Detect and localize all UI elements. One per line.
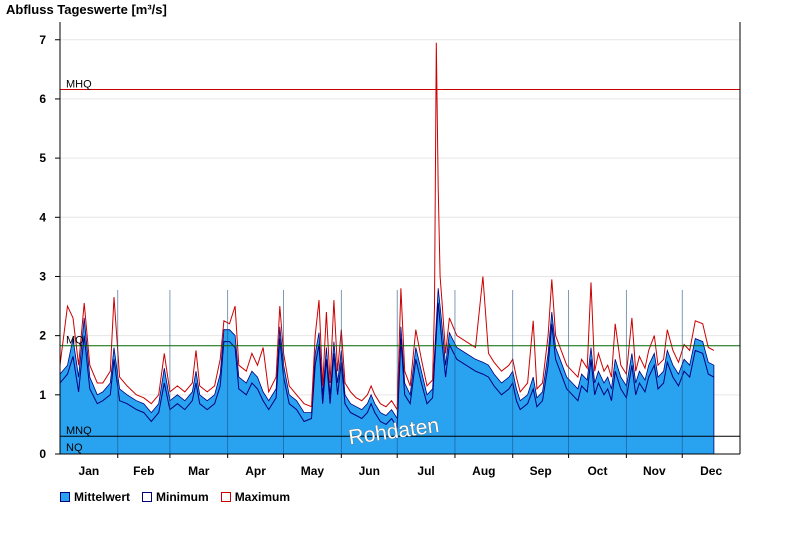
x-tick-label-jun: Jun xyxy=(359,464,380,478)
legend-item-minimum: Minimum xyxy=(142,490,209,504)
series-mittelwert-area xyxy=(59,288,715,455)
x-tick-label-nov: Nov xyxy=(643,464,666,478)
grid-lines xyxy=(60,39,740,455)
x-tick-label-dec: Dec xyxy=(700,464,722,478)
x-axis-ticks: Jan Feb Mar Apr May Jun Jul Aug Sep Oct Nov Dec xyxy=(79,454,722,478)
x-tick-label-sep: Sep xyxy=(530,464,552,478)
legend-swatch-mittelwert xyxy=(60,492,70,502)
x-tick-label-may: May xyxy=(301,464,325,478)
ref-label-mnq: MNQ xyxy=(66,425,92,437)
series-layer xyxy=(59,42,715,455)
x-tick-label-jan: Jan xyxy=(79,464,100,478)
legend-label-mittelwert: Mittelwert xyxy=(74,490,131,504)
x-tick-label-feb: Feb xyxy=(133,464,154,478)
legend-label-maximum: Maximum xyxy=(234,490,291,504)
y-tick-label-1: 1 xyxy=(39,388,46,402)
y-tick-label-5: 5 xyxy=(39,151,46,165)
reference-lines: MHQ MQ MNQ NQ xyxy=(60,78,740,454)
series-minimum-line xyxy=(59,303,715,430)
x-tick-label-jul: Jul xyxy=(417,464,434,478)
y-tick-label-3: 3 xyxy=(39,269,46,283)
x-tick-label-mar: Mar xyxy=(188,464,210,478)
ref-label-mhq: MHQ xyxy=(66,78,92,90)
ref-label-mq: MQ xyxy=(66,335,84,347)
x-tick-label-aug: Aug xyxy=(472,464,495,478)
y-tick-label-6: 6 xyxy=(39,92,46,106)
y-axis-ticks: 0 1 2 3 4 5 6 7 xyxy=(39,33,60,461)
legend-item-mittelwert: Mittelwert xyxy=(60,490,130,504)
x-tick-label-oct: Oct xyxy=(587,464,607,478)
legend-swatch-maximum xyxy=(220,492,231,502)
y-tick-label-0: 0 xyxy=(39,447,46,461)
x-tick-label-apr: Apr xyxy=(245,464,266,478)
legend-label-minimum: Minimum xyxy=(156,490,209,504)
series-maximum-line xyxy=(59,42,715,412)
y-tick-label-2: 2 xyxy=(39,329,46,343)
chart-legend: Mittelwert Minimum Maximum xyxy=(60,490,290,504)
y-tick-label-7: 7 xyxy=(39,33,46,47)
ref-label-nq: NQ xyxy=(66,442,83,454)
y-tick-label-4: 4 xyxy=(39,210,46,224)
legend-item-maximum: Maximum xyxy=(220,490,291,504)
month-separator-lines xyxy=(117,290,683,454)
legend-swatch-minimum xyxy=(142,492,153,502)
chart-title: Abfluss Tageswerte [m³/s] xyxy=(6,2,167,17)
